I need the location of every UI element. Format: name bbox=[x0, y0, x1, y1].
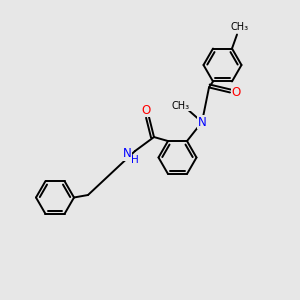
Text: N: N bbox=[198, 116, 206, 128]
Text: O: O bbox=[232, 86, 241, 99]
Text: O: O bbox=[142, 103, 151, 116]
Text: CH₃: CH₃ bbox=[230, 22, 249, 32]
Text: N: N bbox=[123, 147, 131, 160]
Text: H: H bbox=[130, 155, 138, 165]
Text: CH₃: CH₃ bbox=[172, 100, 190, 110]
